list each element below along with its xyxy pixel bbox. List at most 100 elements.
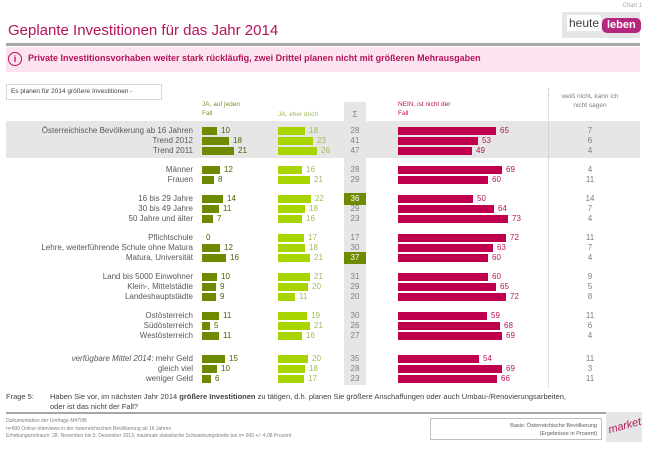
nein-value: 50 [477,194,486,203]
ja-jedenfall-bar [202,254,226,262]
sum-value: 29 [350,175,360,184]
documentation-line2: Erhebungszeitraum: 28. November bis 5. D… [6,433,292,439]
ja-eherdoch-bar [278,176,310,184]
ja-eherdoch-value: 21 [314,175,323,184]
row-label-text: weniger Geld [145,374,193,383]
sum-value-highlighted: 36 [344,193,366,205]
weiss-nicht-value: 5 [587,282,593,291]
nein-bar [398,137,478,145]
table-row: Klein-, Mittelstädte 9 20 29 65 5 [0,282,650,292]
subtitle-banner [6,47,640,72]
sum-value: 28 [350,364,360,373]
ja-jedenfall-bar [202,205,219,213]
header-sum: Σ [352,110,358,119]
weiss-nicht-value: 4 [587,214,593,223]
row-label: Trend 2011 [153,146,193,156]
ja-jedenfall-value: 21 [238,146,247,155]
ja-jedenfall-bar [202,244,220,252]
sum-value: 31 [350,272,360,281]
nein-value: 72 [510,292,519,301]
ja-jedenfall-value: 7 [217,214,222,223]
row-label-text: 16 bis 29 Jahre [138,194,193,203]
table-row: Frauen 8 21 29 60 11 [0,175,650,185]
ja-eherdoch-bar [278,205,305,213]
sum-value: 17 [350,233,360,242]
row-label-text: Südösterreich [143,321,193,330]
title-divider [6,43,640,46]
weiss-nicht-value: 11 [585,354,595,363]
weiss-nicht-value: 7 [587,243,593,252]
ja-jedenfall-value: 10 [221,364,230,373]
nein-value: 54 [483,354,492,363]
basis-line2: (Ergebnisse in Prozent) [539,431,597,437]
nein-value: 60 [492,272,501,281]
row-label: Landeshauptstädte [125,292,193,302]
ja-eherdoch-value: 16 [306,165,315,174]
ja-jedenfall-bar [202,375,211,383]
row-label: Trend 2012 [152,136,193,146]
nein-value: 60 [492,253,501,262]
table-row: Trend 2011 21 26 47 49 4 [0,146,650,156]
ja-eherdoch-value: 19 [311,311,320,320]
row-label-text: Westösterreich [139,331,193,340]
row-label-text: 30 bis 49 Jahre [138,204,193,213]
question-text-before: Haben Sie vor, im nächsten Jahr 2014 [50,392,180,401]
nein-bar [398,322,500,330]
row-label-text: Österreichische Bevölkerung ab 16 Jahren [41,126,193,135]
ja-eherdoch-value: 16 [306,214,315,223]
row-label-text: Ostösterreich [145,311,193,320]
ja-eherdoch-bar [278,254,310,262]
ja-jedenfall-value: 12 [224,243,233,252]
row-label: Männer [166,165,193,175]
ja-eherdoch-bar [278,137,313,145]
chart-id: Chart 1 [622,3,642,9]
ja-jedenfall-bar [202,322,210,330]
question-label-box: Es planen für 2014 größere Investitionen… [6,84,162,100]
weiss-nicht-value: 7 [587,126,593,135]
weiss-nicht-value: 8 [587,292,593,301]
row-label: Matura, Universität [126,253,193,263]
ja-jedenfall-value: 6 [215,374,220,383]
sum-value: 28 [350,165,360,174]
sum-value: 30 [350,311,360,320]
nein-value: 64 [498,204,507,213]
nein-bar [398,293,506,301]
ja-eherdoch-value: 21 [314,253,323,262]
ja-jedenfall-bar [202,293,216,301]
row-label-text: Klein-, Mittelstädte [127,282,193,291]
footer-divider [6,412,640,414]
row-label-text: Pflichtschule [148,233,193,242]
info-icon: i [8,52,22,66]
weiss-nicht-value: 6 [587,136,593,145]
ja-jedenfall-bar [202,332,219,340]
row-label: 50 Jahre und älter [129,214,194,224]
ja-eherdoch-value: 17 [308,374,317,383]
row-label-text: Männer [165,165,193,174]
table-row: weniger Geld 6 17 23 66 11 [0,374,650,384]
dotted-separator [548,88,549,388]
weiss-nicht-value: 11 [585,175,595,184]
nein-value: 53 [482,136,491,145]
row-label: Land bis 5000 Einwohner [103,272,193,282]
nein-value: 65 [500,282,509,291]
question-text-after: zu tätigen, d.h. planen Sie größere Ansc… [255,392,566,401]
nein-bar [398,312,487,320]
weiss-nicht-value: 7 [587,204,593,213]
sum-value: 29 [350,282,360,291]
weiss-nicht-value: 11 [585,233,595,242]
ja-jedenfall-value: 12 [224,165,233,174]
row-label-text: Frauen [167,175,193,184]
table-row: verfügbare Mittel 2014: mehr Geld 15 20 35 5… [0,354,650,364]
table-row: Südösterreich 5 21 26 68 6 [0,321,650,331]
label-separator: : [151,354,156,363]
heute-leben-logo: heute leben [562,12,641,38]
ja-eherdoch-value: 18 [309,204,318,213]
ja-eherdoch-value: 26 [321,146,330,155]
table-row: Westösterreich 11 16 27 69 4 [0,331,650,341]
row-label: Südösterreich [144,321,193,331]
table-row: 50 Jahre und älter 7 16 23 73 4 [0,214,650,224]
nein-bar [398,205,494,213]
weiss-nicht-value: 11 [585,374,595,383]
ja-jedenfall-value: 11 [223,331,232,340]
nein-bar [398,234,506,242]
